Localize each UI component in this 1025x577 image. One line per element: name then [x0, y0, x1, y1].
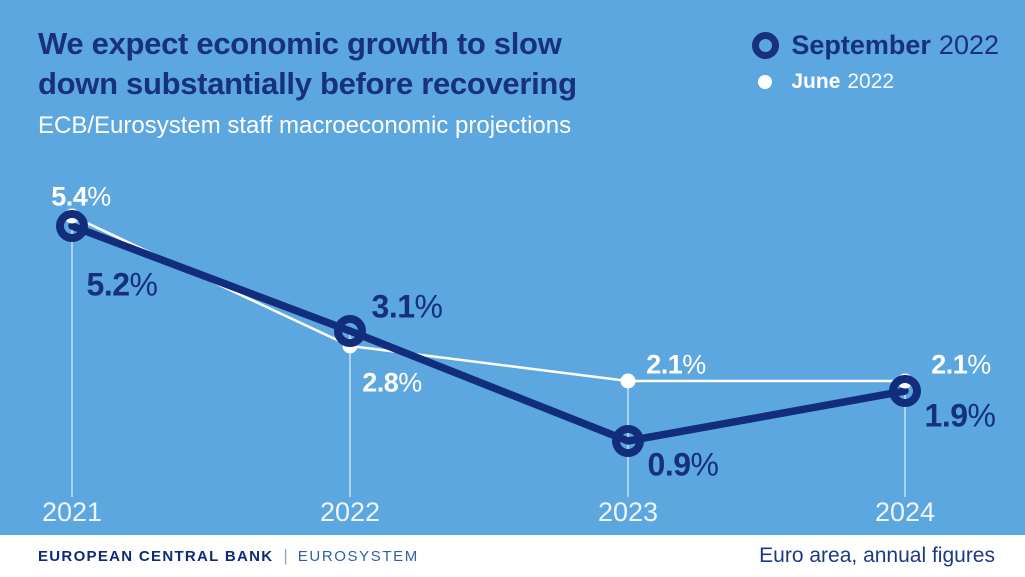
logo-divider: | — [283, 546, 288, 565]
marker-september-2021 — [56, 210, 88, 242]
title-line-1: We expect economic growth to slow — [38, 26, 562, 61]
june-dot-marker-icon — [758, 75, 773, 89]
eurosystem-wordmark: EUROSYSTEM — [297, 547, 419, 565]
ecb-logo: EUROPEAN CENTRAL BANK | EUROSYSTEM — [38, 546, 419, 566]
marker-september-2022 — [334, 315, 366, 347]
marker-september-2024 — [889, 375, 921, 407]
page-title: We expect economic growth to slow down su… — [38, 24, 577, 104]
legend-june-year: 2022 — [847, 70, 895, 93]
legend: September 2022 June 2022 — [747, 30, 999, 94]
legend-item-june: June 2022 — [791, 70, 999, 94]
line-september-2022 — [68, 222, 909, 445]
september-ring-marker-icon — [751, 32, 779, 59]
footer-bar: EUROPEAN CENTRAL BANK | EUROSYSTEM Euro … — [0, 535, 1025, 577]
page-subtitle: ECB/Eurosystem staff macroeconomic proje… — [38, 112, 572, 139]
marker-september-2023 — [612, 425, 644, 457]
legend-september-year: 2022 — [938, 30, 999, 60]
legend-june-label: June — [791, 70, 841, 93]
legend-september-label: September — [791, 30, 931, 60]
ecb-wordmark: EUROPEAN CENTRAL BANK — [38, 547, 274, 565]
marker-june-2023 — [620, 373, 636, 389]
footer-note: Euro area, annual figures — [759, 544, 995, 567]
legend-item-september: September 2022 — [791, 30, 999, 61]
title-line-2: down substantially before recovering — [38, 66, 577, 101]
line-june-2022 — [70, 214, 907, 383]
